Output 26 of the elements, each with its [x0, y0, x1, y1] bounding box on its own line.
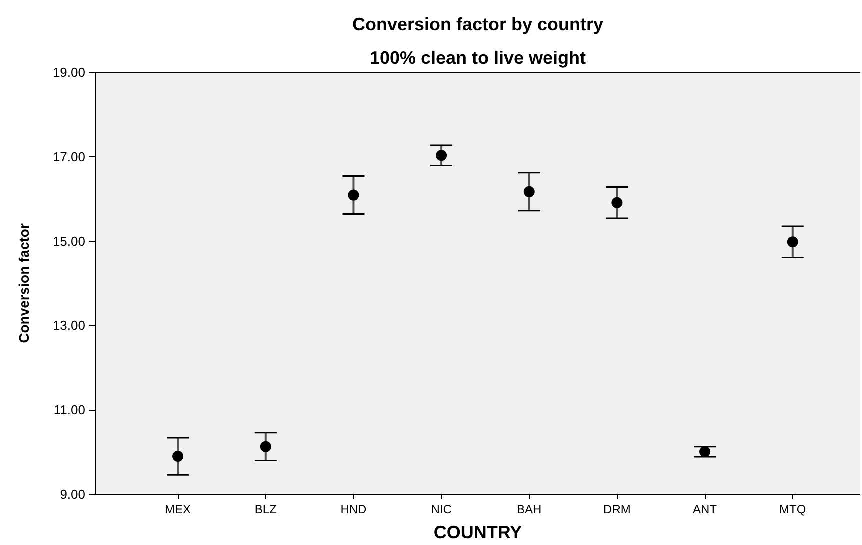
x-tick-label: BAH — [517, 502, 542, 516]
x-tick-label: NIC — [431, 502, 452, 516]
point — [612, 197, 623, 208]
point — [700, 446, 711, 458]
y-tick-label: 11.00 — [54, 402, 86, 418]
point — [348, 190, 360, 201]
y-axis-title: Conversion factor — [16, 223, 32, 344]
x-tick-label: HND — [340, 502, 368, 516]
y-tick-label: 17.00 — [52, 149, 86, 164]
y-tick-label: 15.00 — [52, 234, 86, 249]
point — [260, 441, 272, 452]
chart-title: Conversion factor by country — [352, 14, 604, 34]
x-tick-label: MTQ — [780, 502, 806, 516]
point — [172, 451, 184, 462]
y-tick-label: 13.00 — [52, 318, 86, 334]
chart-subtitle: 100% clean to live weight — [370, 48, 586, 68]
y-tick-label: 9.00 — [60, 487, 86, 502]
x-tick-label: DRM — [604, 502, 631, 516]
x-tick-label: MEX — [165, 502, 192, 516]
point — [436, 150, 448, 162]
point — [787, 236, 798, 248]
x-axis-title: COUNTRY — [434, 522, 522, 542]
point — [524, 186, 535, 198]
x-tick-label: BLZ — [254, 502, 277, 516]
y-tick-label: 19.00 — [52, 65, 86, 80]
x-tick-label: ANT — [693, 502, 718, 516]
